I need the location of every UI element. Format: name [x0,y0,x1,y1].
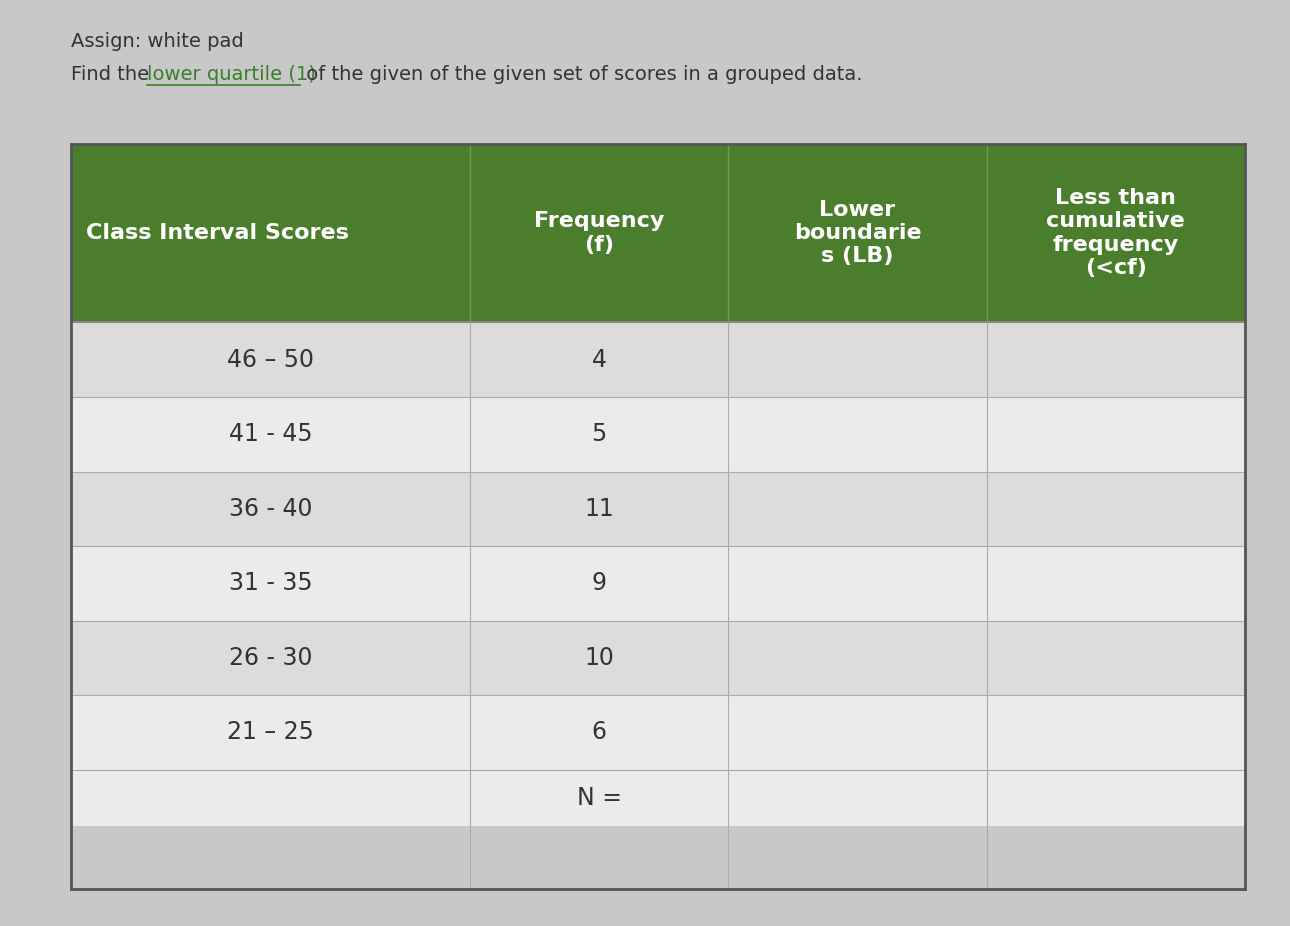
Text: 46 – 50: 46 – 50 [227,347,313,371]
Text: 21 – 25: 21 – 25 [227,720,313,745]
Text: Class Interval Scores: Class Interval Scores [86,223,350,243]
Text: 4: 4 [592,347,606,371]
Text: lower quartile (1): lower quartile (1) [147,65,316,84]
Text: 31 - 35: 31 - 35 [228,571,312,595]
Text: 11: 11 [584,496,614,520]
Text: 26 - 30: 26 - 30 [228,645,312,669]
Text: 9: 9 [592,571,606,595]
Text: 6: 6 [592,720,606,745]
Text: Find the: Find the [71,65,155,84]
Text: Frequency
(f): Frequency (f) [534,211,664,255]
Text: Lower
boundarie
s (LB): Lower boundarie s (LB) [793,200,921,266]
Text: 41 - 45: 41 - 45 [228,422,312,446]
Text: Less than
cumulative
frequency
(<cf): Less than cumulative frequency (<cf) [1046,188,1186,278]
Text: N =: N = [577,785,622,809]
Text: of the given of the given set of scores in a grouped data.: of the given of the given set of scores … [301,65,863,84]
Text: Assign: white pad: Assign: white pad [71,32,244,52]
Text: 5: 5 [592,422,606,446]
Text: 36 - 40: 36 - 40 [228,496,312,520]
Text: 10: 10 [584,645,614,669]
